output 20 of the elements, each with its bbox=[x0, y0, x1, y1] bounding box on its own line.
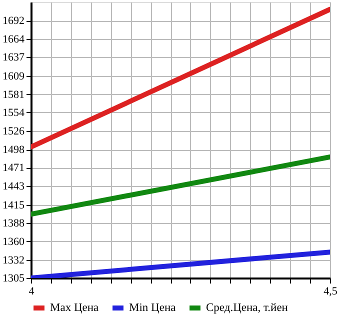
y-tick-label: 1305 bbox=[2, 272, 25, 284]
y-tick-label: 1692 bbox=[2, 15, 24, 28]
legend-label: Min Цена bbox=[129, 302, 176, 314]
x-tick-label: 4,5 bbox=[324, 286, 338, 298]
y-tick-label: 1332 bbox=[2, 254, 24, 267]
y-tick-label: 1443 bbox=[2, 180, 25, 193]
y-tick-label: 1637 bbox=[2, 52, 25, 64]
legend-label: Сред.Цена, т.йен bbox=[206, 302, 288, 314]
y-tick-label: 1471 bbox=[2, 162, 24, 174]
x-tick-label: 4 bbox=[28, 286, 35, 298]
y-tick-label: 1360 bbox=[2, 236, 25, 248]
y-tick-label: 1498 bbox=[2, 144, 25, 156]
legend-label: Max Цена bbox=[50, 302, 99, 314]
y-tick-label: 1581 bbox=[2, 88, 24, 101]
y-tick-label: 1664 bbox=[2, 34, 25, 46]
y-tick-label: 1609 bbox=[2, 70, 25, 82]
y-tick-label: 1388 bbox=[2, 217, 25, 230]
y-tick-label: 1526 bbox=[2, 126, 25, 138]
y-tick-label: 1415 bbox=[2, 199, 25, 212]
y-tick-label: 1554 bbox=[2, 106, 25, 119]
